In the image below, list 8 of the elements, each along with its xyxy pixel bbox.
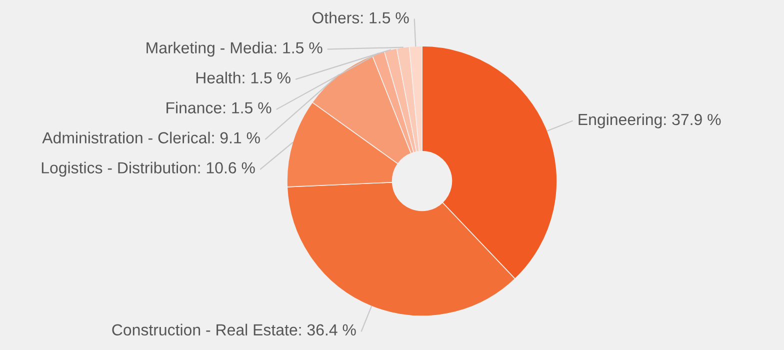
- slice-label: Logistics - Distribution: 10.6 %: [42, 162, 255, 177]
- slice-label: Others: 1.5 %: [312, 12, 409, 24]
- slice-label: Construction - Real Estate: 36.4 %: [112, 324, 356, 336]
- slice-label: Marketing - Media: 1.5 %: [146, 42, 322, 57]
- slice-label: Administration - Clerical: 9.1 %: [42, 132, 260, 144]
- slice-label: Engineering: 37.9 %: [578, 113, 721, 128]
- slice-label: Finance: 1.5 %: [166, 102, 272, 114]
- slice-label: Health: 1.5 %: [196, 72, 290, 84]
